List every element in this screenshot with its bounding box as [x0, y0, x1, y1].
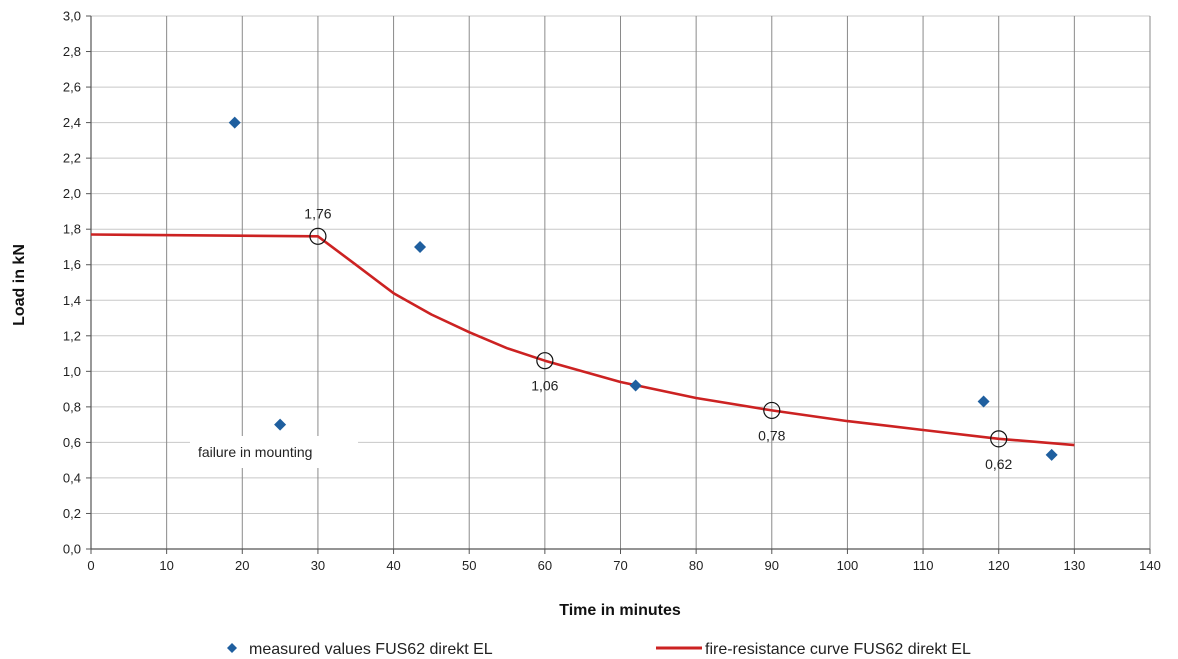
- y-axis-ticks: 0,0 0,2 0,4 0,6 0,8 1,0 1,2 1,4 1,6 1,8 2,0 2,2 2,4 2…: [63, 9, 91, 557]
- y-tick-label: 2,2: [63, 151, 81, 166]
- x-tick-label: 110: [913, 558, 934, 573]
- data-point-measured: [629, 379, 642, 392]
- annotation-label: 0,78: [758, 427, 785, 443]
- data-point-measured: [274, 418, 287, 431]
- annotation-label: 1,76: [304, 205, 331, 221]
- annotation-circle: [536, 352, 554, 370]
- annotation-circle: [309, 227, 327, 245]
- y-axis-title: Load in kN: [11, 244, 28, 326]
- y-tick-label: 1,8: [63, 222, 81, 237]
- x-tick-label: 120: [988, 558, 1010, 573]
- annotation-label: 1,06: [531, 378, 558, 394]
- y-tick-label: 0,0: [63, 542, 81, 557]
- x-tick-label: 70: [613, 558, 627, 573]
- y-tick-label: 1,2: [63, 328, 81, 343]
- y-tick-label: 1,4: [63, 293, 81, 308]
- series-lines: [90, 233, 1075, 447]
- y-tick-label: 1,6: [63, 257, 81, 272]
- y-tick-label: 0,8: [63, 399, 81, 414]
- y-tick-label: 0,4: [63, 470, 81, 485]
- annotations: 1,76 1,06 0,78 0,62: [304, 205, 1012, 472]
- note-text: failure in mounting: [198, 444, 312, 460]
- data-point-measured: [1045, 448, 1058, 461]
- legend-label-curve: fire-resistance curve FUS62 direkt EL: [705, 641, 971, 658]
- data-point-measured: [414, 240, 427, 253]
- x-tick-label: 80: [689, 558, 703, 573]
- legend-diamond-icon: [227, 643, 237, 653]
- x-tick-label: 90: [765, 558, 779, 573]
- data-point-measured: [977, 395, 990, 408]
- x-tick-label: 30: [311, 558, 325, 573]
- x-tick-label: 130: [1064, 558, 1086, 573]
- x-tick-label: 50: [462, 558, 476, 573]
- y-tick-label: 0,6: [63, 435, 81, 450]
- x-tick-label: 40: [386, 558, 400, 573]
- y-tick-label: 0,2: [63, 506, 81, 521]
- annotation-label: 0,62: [985, 456, 1012, 472]
- x-tick-label: 60: [538, 558, 552, 573]
- y-tick-label: 2,6: [63, 80, 81, 95]
- legend-item-curve: fire-resistance curve FUS62 direkt EL: [656, 641, 971, 658]
- x-axis-ticks: 0 10 20 30 40 50 60 70 80 90 100 110 120 130 140: [87, 549, 1161, 573]
- x-tick-label: 140: [1139, 558, 1161, 573]
- y-tick-label: 2,0: [63, 186, 81, 201]
- series-points: [228, 116, 1058, 461]
- note-background: [190, 436, 358, 468]
- y-tick-label: 2,4: [63, 115, 81, 130]
- legend: measured values FUS62 direkt EL fire-res…: [227, 641, 971, 658]
- legend-label-measured: measured values FUS62 direkt EL: [249, 641, 493, 658]
- note: failure in mounting: [190, 436, 358, 468]
- y-tick-label: 2,8: [63, 44, 81, 59]
- y-tick-label: 1,0: [63, 364, 81, 379]
- data-point-measured: [228, 116, 241, 129]
- annotation-circle: [763, 401, 781, 420]
- x-tick-label: 10: [159, 558, 173, 573]
- legend-item-measured: measured values FUS62 direkt EL: [227, 641, 493, 658]
- x-tick-label: 0: [87, 558, 94, 573]
- x-tick-label: 20: [235, 558, 249, 573]
- annotation-circle: [990, 430, 1008, 448]
- series-line-fire-resistance-curve: [90, 233, 1075, 447]
- x-axis-title: Time in minutes: [559, 602, 681, 619]
- y-tick-label: 3,0: [63, 9, 81, 24]
- x-tick-label: 100: [837, 558, 859, 573]
